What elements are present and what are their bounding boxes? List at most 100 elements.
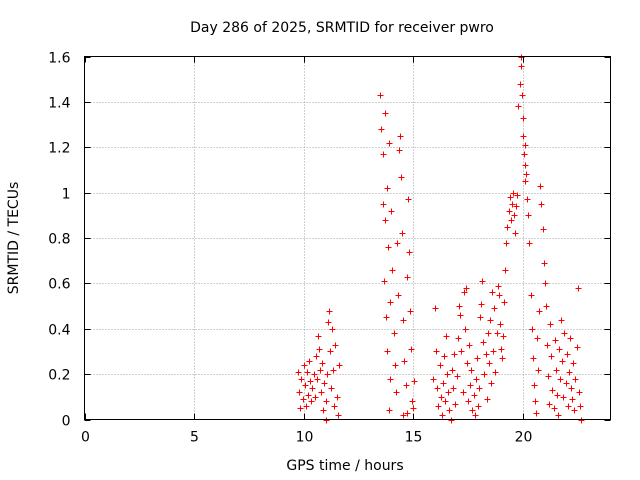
data-point — [574, 344, 581, 351]
data-point — [334, 394, 341, 401]
y-tick-label: 1.2 — [48, 141, 70, 157]
data-point — [378, 126, 385, 133]
data-point — [456, 303, 463, 310]
data-point — [411, 378, 418, 385]
data-point — [439, 412, 446, 419]
data-point — [531, 382, 538, 389]
data-point — [386, 140, 393, 147]
data-point — [318, 389, 325, 396]
data-point — [555, 412, 562, 419]
data-point — [465, 398, 472, 405]
data-point — [467, 382, 474, 389]
data-point — [400, 317, 407, 324]
data-point — [508, 217, 515, 224]
data-point — [380, 151, 387, 158]
data-point — [399, 230, 406, 237]
data-point — [464, 360, 471, 367]
data-point — [567, 335, 574, 342]
data-point — [468, 367, 475, 374]
data-point — [460, 389, 467, 396]
data-point — [503, 240, 510, 247]
data-point — [392, 362, 399, 369]
data-point — [408, 346, 415, 353]
data-point — [497, 321, 504, 328]
x-axis-label: GPS time / hours — [286, 458, 403, 474]
data-point — [542, 280, 549, 287]
data-point — [389, 267, 396, 274]
data-point — [552, 337, 559, 344]
data-point — [443, 333, 450, 340]
data-point — [295, 369, 302, 376]
data-point — [409, 398, 416, 405]
data-point — [445, 389, 452, 396]
data-point — [479, 278, 486, 285]
data-point — [382, 217, 389, 224]
data-point — [401, 358, 408, 365]
data-point — [432, 305, 439, 312]
data-point — [506, 208, 513, 215]
data-point — [577, 403, 584, 410]
y-tick-label: 0.4 — [48, 323, 70, 339]
grid-lines — [84, 56, 611, 420]
data-point — [523, 171, 530, 178]
data-point — [454, 373, 461, 380]
data-point — [559, 358, 566, 365]
data-point — [494, 330, 501, 337]
data-point — [502, 267, 509, 274]
data-point — [296, 389, 303, 396]
data-point — [557, 376, 564, 383]
chart-title: Day 286 of 2025, SRMTID for receiver pwr… — [190, 20, 494, 36]
data-point — [481, 371, 488, 378]
data-point — [575, 285, 582, 292]
data-point — [461, 289, 468, 296]
data-point — [487, 317, 494, 324]
x-tick-label: 5 — [190, 430, 199, 446]
data-point — [512, 230, 519, 237]
data-point — [398, 174, 405, 181]
data-point — [391, 330, 398, 337]
data-point — [380, 201, 387, 208]
data-point — [501, 299, 508, 306]
data-point — [566, 369, 573, 376]
data-point — [556, 346, 563, 353]
data-point — [437, 362, 444, 369]
data-point — [518, 63, 525, 70]
data-point — [325, 319, 332, 326]
data-point — [477, 314, 484, 321]
data-point — [469, 407, 476, 414]
y-axis-label: SRMTID / TECUs — [6, 182, 22, 295]
data-point — [404, 410, 411, 417]
data-point — [451, 351, 458, 358]
x-tick-label: 0 — [81, 430, 90, 446]
data-point — [383, 314, 390, 321]
data-point — [530, 355, 537, 362]
data-point — [471, 392, 478, 399]
data-point — [534, 335, 541, 342]
data-point — [385, 244, 392, 251]
data-point — [532, 398, 539, 405]
data-point — [315, 333, 322, 340]
data-point — [316, 346, 323, 353]
data-point — [462, 326, 469, 333]
data-point — [393, 389, 400, 396]
data-point — [510, 190, 517, 197]
data-point — [568, 385, 575, 392]
data-point — [507, 194, 514, 201]
data-point — [406, 249, 413, 256]
data-point — [538, 201, 545, 208]
data-point — [490, 348, 497, 355]
data-point — [480, 339, 487, 346]
data-point — [533, 410, 540, 417]
x-tick-label: 15 — [405, 430, 423, 446]
data-point — [313, 353, 320, 360]
data-point — [335, 412, 342, 419]
data-point — [457, 312, 464, 319]
data-point — [386, 407, 393, 414]
data-point — [332, 342, 339, 349]
data-point — [305, 392, 312, 399]
data-point — [522, 178, 529, 185]
y-tick-label: 1 — [62, 187, 71, 203]
data-point — [509, 201, 516, 208]
data-point — [553, 367, 560, 374]
